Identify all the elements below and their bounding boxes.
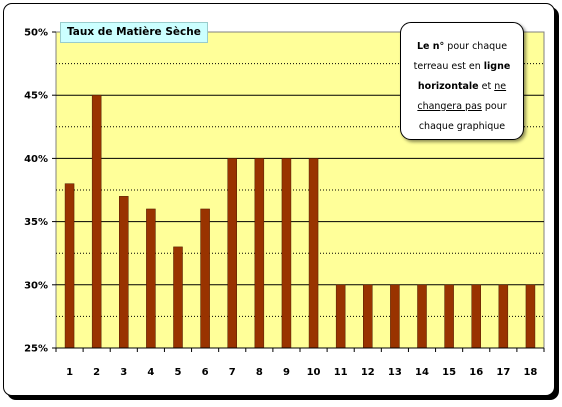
x-tick-label: 11 [334,367,348,378]
note-part-number: Le n° [416,41,445,52]
x-tick-label: 15 [442,367,456,378]
note-part-end: pour chaque graphique [418,101,507,132]
y-tick-label: 25% [24,344,48,355]
bar-15 [444,284,454,349]
gridlines [56,63,544,317]
note-part-and: et [478,81,495,92]
x-tick-label: 14 [415,367,429,378]
x-tick-label: 13 [388,367,402,378]
bar-4 [146,208,156,349]
bar-12 [363,284,373,349]
x-axis-ticks: 1 2 3 4 5 6 7 8 9 10 11 12 13 14 15 16 17 18 [55,348,545,378]
x-tick-label: 10 [307,367,321,378]
y-tick-label: 45% [24,91,48,102]
bar-5 [173,246,183,349]
x-tick-label: 8 [256,367,263,378]
y-axis-ticks: 25% 30% 35% 40% 45% 50% [24,28,56,355]
x-tick-label: 1 [66,367,73,378]
x-tick-label: 4 [147,367,154,378]
x-tick-label: 6 [202,367,209,378]
bar-9 [281,158,292,349]
note-callout: Le n° pour chaque terreau est en ligne h… [400,22,524,140]
y-tick-label: 40% [24,154,48,165]
bar-18 [525,284,536,349]
x-tick-label: 12 [361,367,375,378]
bar-16 [471,284,481,349]
bar-1 [64,183,75,349]
bar-10 [308,158,319,349]
bar-3 [119,196,129,349]
x-tick-label: 18 [523,367,537,378]
note-part-unchanged: ne changera pas [417,81,507,112]
bar-13 [390,284,400,349]
y-tick-label: 30% [24,280,48,291]
y-tick-label: 35% [24,217,48,228]
bar-14 [417,284,427,349]
y-tick-label: 50% [24,28,48,39]
bar-11 [335,284,346,349]
bar-8 [254,158,265,349]
bar-17 [498,284,509,349]
x-tick-label: 3 [120,367,127,378]
x-tick-label: 5 [175,367,182,378]
x-tick-label: 17 [496,367,510,378]
note-part-horizontal: ligne horizontale [417,61,511,92]
x-tick-label: 7 [229,367,236,378]
chart-title: Taux de Matière Sèche [60,22,208,43]
x-tick-label: 16 [469,367,483,378]
bar-2 [91,94,102,349]
x-tick-label: 2 [93,367,100,378]
x-tick-label: 9 [283,367,290,378]
bar-7 [227,158,237,349]
bar-6 [200,208,210,349]
note-part-text: pour chaque terreau est en [413,41,508,72]
